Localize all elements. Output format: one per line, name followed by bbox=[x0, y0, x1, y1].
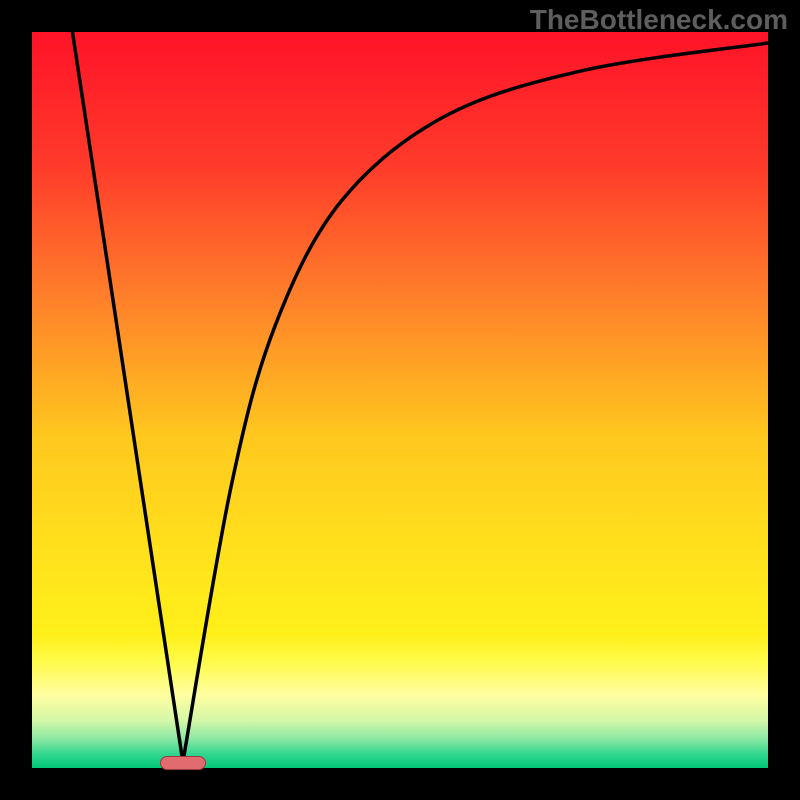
curve-layer bbox=[32, 32, 768, 768]
minimum-marker bbox=[160, 756, 206, 770]
plot-area bbox=[32, 32, 768, 768]
bottleneck-curve bbox=[72, 32, 768, 762]
chart-container: TheBottleneck.com bbox=[0, 0, 800, 800]
watermark-text: TheBottleneck.com bbox=[530, 4, 788, 36]
